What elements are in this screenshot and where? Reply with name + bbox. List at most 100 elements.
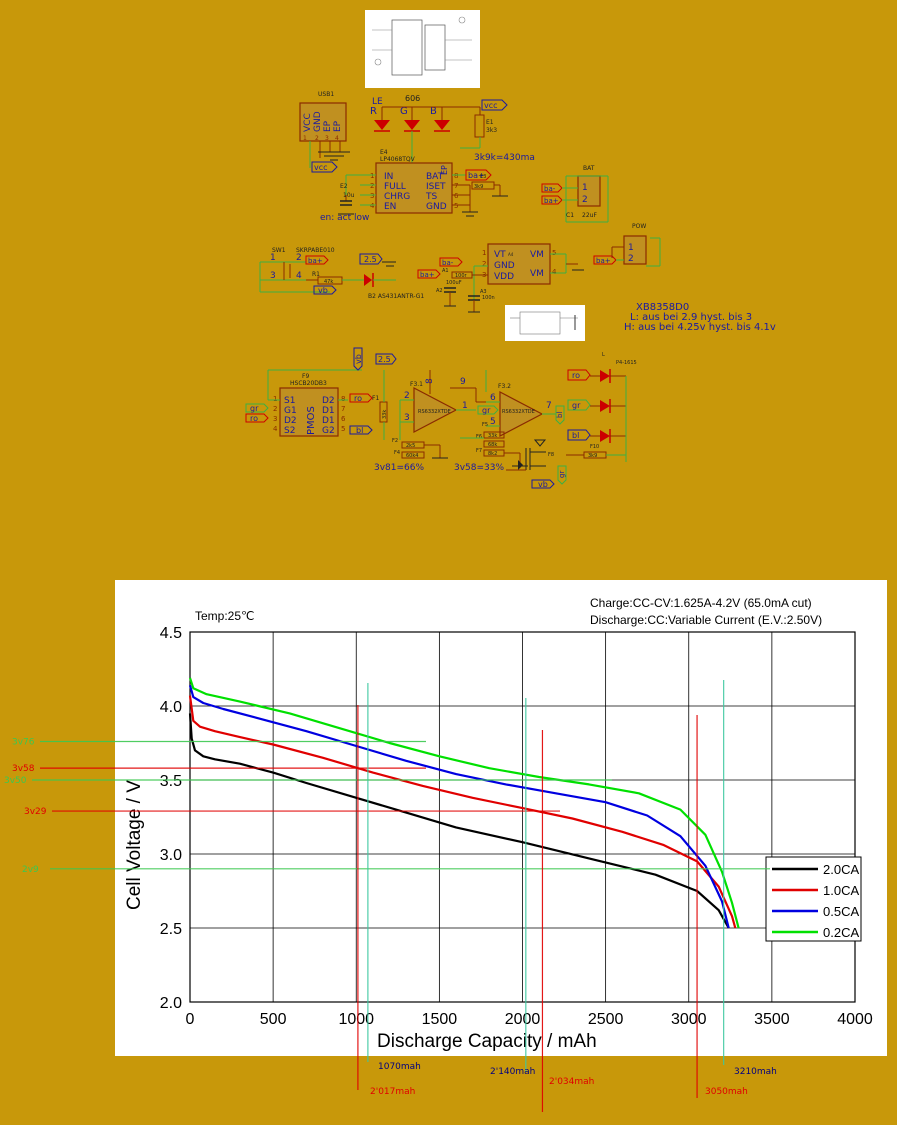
svg-text:7: 7 — [341, 405, 345, 413]
svg-text:A1: A1 — [442, 268, 449, 274]
svg-text:A3: A3 — [480, 289, 487, 295]
svg-text:9: 9 — [460, 377, 466, 387]
svg-text:F3.1: F3.1 — [410, 381, 423, 388]
x-tick-label: 2000 — [505, 1011, 541, 1028]
svg-text:3: 3 — [370, 192, 374, 200]
opamp-f3-2: F3.2 RS6332XTDE 6 5 7 — [475, 370, 556, 437]
x-tick-label: 2500 — [588, 1011, 624, 1028]
usb-pin-gnd: GND — [313, 111, 323, 132]
y-tick-label: 2.0 — [160, 995, 182, 1012]
annotation-vline-label: 2'140mah — [490, 1067, 535, 1077]
annotation-vline-label: 1070mah — [378, 1062, 421, 1072]
x-tick-label: 3500 — [754, 1011, 790, 1028]
discharge-chart: 0 500 1000 1500 2000 2500 3000 3500 4000 2.0 2.5 3… — [124, 596, 873, 1052]
x-tick-label: 1500 — [422, 1011, 458, 1028]
svg-text:EN: EN — [384, 202, 396, 212]
svg-text:vb: vb — [318, 286, 328, 295]
series-line-2.0CA — [188, 713, 730, 929]
reference-diode-b2: B2 AS431ANTR-G1 — [364, 261, 424, 300]
svg-text:LP4068TQV: LP4068TQV — [380, 156, 416, 163]
svg-text:EP: EP — [440, 165, 449, 175]
svg-text:3k9: 3k9 — [588, 453, 597, 459]
svg-text:A4: A4 — [508, 252, 514, 257]
x-tick-label: 4000 — [837, 1011, 873, 1028]
svg-text:bl: bl — [572, 431, 579, 440]
usb-pin-vcc: VCC — [303, 113, 313, 132]
svg-text:bl: bl — [356, 426, 363, 435]
svg-text:6: 6 — [490, 393, 496, 403]
svg-text:F2: F2 — [392, 438, 398, 444]
svg-text:ba+: ba+ — [544, 197, 559, 205]
rgb-led-right: L P4-1615 ro gr bl F10 3k9 — [566, 352, 637, 462]
svg-text:vcc: vcc — [484, 101, 498, 110]
svg-text:1: 1 — [273, 395, 277, 403]
y-tick-label: 4.0 — [160, 699, 182, 716]
pmos-signal-tags: gr ro ro bl — [245, 393, 373, 435]
svg-text:F8: F8 — [548, 452, 554, 458]
svg-text:ba-: ba- — [544, 185, 556, 193]
usb-pin-ep2: EP — [333, 120, 343, 132]
svg-text:XB8358D0: XB8358D0 — [636, 302, 689, 313]
svg-text:3: 3 — [270, 271, 276, 281]
svg-text:1: 1 — [628, 243, 634, 253]
svg-text:ISET: ISET — [426, 182, 446, 192]
svg-text:C1: C1 — [566, 212, 574, 219]
power-connector: POW 1 2 ba+ — [593, 223, 661, 267]
svg-text:VDD: VDD — [494, 272, 514, 282]
svg-text:2: 2 — [628, 254, 634, 264]
resistor-f1: F1 33k — [372, 370, 388, 440]
svg-text:1: 1 — [482, 249, 486, 257]
led-b-label: B — [430, 106, 437, 117]
battery-connector: BAT 1 2 ba- ba+ C1 22uF — [541, 165, 609, 223]
svg-text:8: 8 — [454, 172, 458, 180]
svg-text:4: 4 — [370, 202, 375, 210]
temp-label: Temp:25℃ — [195, 609, 255, 623]
svg-text:ro: ro — [354, 394, 362, 403]
svg-text:F6: F6 — [476, 434, 482, 440]
v25-tag-mid: 2.5 — [375, 353, 397, 365]
x-tick-label: 0 — [186, 1011, 195, 1028]
annotation-vline-label: 3210mah — [734, 1067, 777, 1077]
svg-text:vb: vb — [538, 480, 548, 489]
x-tick-label: 3000 — [671, 1011, 707, 1028]
svg-text:L: aus bei 2.9 hyst. bis 3: L: aus bei 2.9 hyst. bis 3 — [630, 312, 752, 323]
svg-text:RS6332XTDE: RS6332XTDE — [502, 409, 535, 415]
svg-text:2.5: 2.5 — [364, 255, 377, 264]
svg-text:VM: VM — [530, 269, 544, 279]
svg-text:5: 5 — [552, 249, 556, 257]
svg-text:ro: ro — [250, 414, 258, 423]
svg-text:2: 2 — [296, 253, 302, 263]
annotation-hline-label: 3v58 — [12, 764, 35, 774]
y-axis-label: Cell Voltage / V — [124, 780, 145, 910]
svg-text:gr: gr — [250, 404, 259, 413]
svg-text:F1: F1 — [372, 395, 379, 402]
svg-text:FULL: FULL — [384, 182, 406, 192]
svg-text:VM: VM — [530, 250, 544, 260]
svg-text:2: 2 — [482, 260, 486, 268]
vb-tag-vertical: vb — [353, 347, 363, 371]
svg-text:1: 1 — [582, 183, 588, 193]
capacitor-e2: E2 10u — [338, 183, 355, 215]
svg-text:E2: E2 — [340, 183, 348, 190]
capacitor-a2-a3: 100uF A2 A3 100n — [436, 280, 495, 313]
svg-text:8k2: 8k2 — [488, 451, 497, 457]
svg-text:gr: gr — [572, 401, 581, 410]
svg-text:F9: F9 — [302, 373, 309, 380]
annotation-vline-label: 2'017mah — [370, 1087, 415, 1097]
svg-text:5: 5 — [490, 417, 496, 427]
svg-text:F4: F4 — [394, 450, 400, 456]
resistor-a1: A1 100r — [442, 268, 488, 279]
svg-text:PMOS: PMOS — [306, 406, 317, 435]
svg-text:bl: bl — [556, 412, 564, 418]
svg-text:2: 2 — [404, 391, 410, 401]
svg-text:IN: IN — [384, 172, 393, 182]
svg-text:3v58=33%: 3v58=33% — [454, 463, 504, 473]
svg-text:H: aus bei 4.25v hyst. bis 4.1: H: aus bei 4.25v hyst. bis 4.1v — [624, 322, 776, 333]
legend-label: 0.2CA — [823, 925, 859, 940]
resistor-network: F2 2k5 F4 60k4 F5 F6 33k 68k F7 8k2 — [392, 422, 528, 467]
svg-text:P4-1615: P4-1615 — [616, 360, 637, 366]
x-tick-label: 500 — [260, 1011, 287, 1028]
svg-text:33k: 33k — [382, 410, 388, 419]
discharge-chart-panel: 0 500 1000 1500 2000 2500 3000 3500 4000 2.0 2.5 3… — [115, 580, 887, 1056]
thumbnail-schematic-mid — [505, 305, 585, 341]
